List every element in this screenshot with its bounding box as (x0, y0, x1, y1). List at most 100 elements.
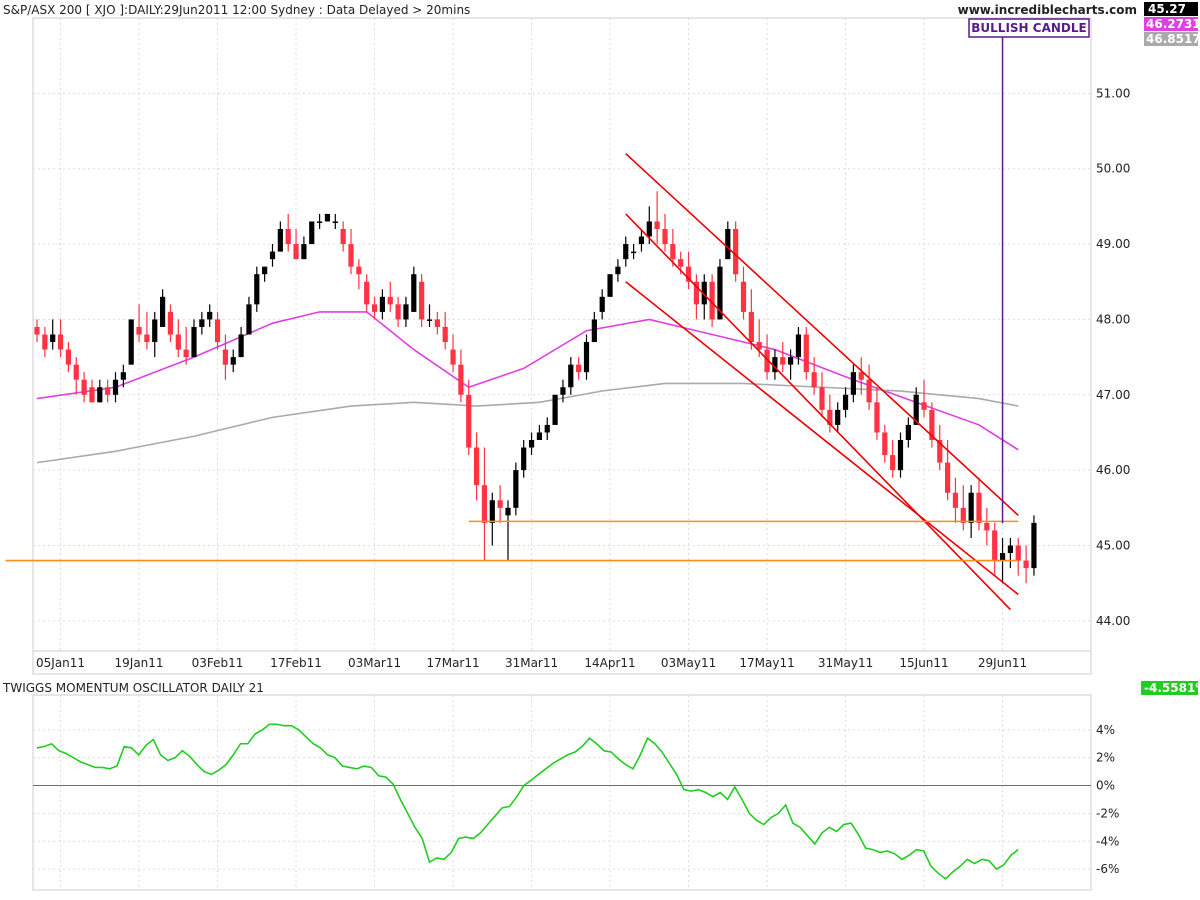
candle-body (685, 266, 692, 282)
candle (183, 326, 189, 365)
candle (230, 349, 236, 373)
candle-body (230, 357, 236, 365)
candle-body (191, 326, 197, 358)
candle (489, 492, 495, 546)
candle-body (835, 409, 841, 425)
candle-body (960, 507, 966, 523)
candle-body (591, 319, 597, 343)
date-tick-label: 29Jun11 (978, 656, 1027, 670)
site-label[interactable]: www.incrediblecharts.com (958, 3, 1137, 17)
candle (340, 221, 346, 252)
candle-body (301, 244, 307, 260)
candle (733, 221, 739, 282)
candle (740, 266, 747, 320)
candle-body (466, 394, 472, 448)
candle (144, 311, 150, 350)
candle-body (254, 274, 260, 305)
candle (897, 432, 904, 478)
candle-body (811, 372, 817, 388)
candle (1007, 537, 1013, 569)
candle-body (364, 281, 370, 305)
candle-body (269, 251, 276, 260)
candle-body (340, 229, 346, 245)
candle (693, 274, 699, 320)
oscillator-line (36, 723, 1019, 880)
oscillator-panel-frame (32, 694, 1092, 891)
ma-fast-value: 46.2731 (1146, 17, 1200, 31)
candle (175, 319, 181, 358)
candle (411, 266, 417, 312)
candle-body (50, 334, 56, 343)
candle-body (175, 334, 181, 350)
candle-body (607, 274, 613, 297)
candle (717, 259, 723, 320)
candle (246, 296, 252, 335)
candle-body (426, 319, 433, 321)
candle (379, 289, 385, 320)
candle-body (623, 244, 629, 260)
candle-body (866, 379, 872, 403)
ma-slow-badge (1144, 32, 1198, 46)
candle-body (387, 296, 393, 305)
candle (882, 424, 888, 463)
candle-body (371, 304, 378, 312)
candle-body (976, 492, 982, 523)
candle (1015, 537, 1021, 576)
candle-body (874, 402, 880, 433)
candle (780, 342, 786, 373)
candle (50, 319, 56, 350)
candle (34, 319, 40, 343)
candle-body (112, 379, 119, 395)
candle-body (136, 326, 142, 335)
candle (725, 221, 731, 260)
candle-body (167, 311, 174, 335)
candle-body (120, 372, 126, 380)
candle (57, 319, 64, 358)
candle-body (678, 259, 684, 267)
candle-body (1007, 545, 1013, 554)
candle-body (403, 304, 409, 320)
candle (992, 522, 998, 576)
chart-title: S&P/ASX 200 [ XJO ]:DAILY:29Jun2011 12:0… (3, 3, 470, 17)
candle-body (505, 507, 511, 516)
candle-body (937, 440, 943, 463)
candle-body (929, 409, 935, 440)
candle (811, 357, 817, 395)
candle (827, 394, 833, 433)
candles (34, 191, 1037, 584)
candle (772, 349, 778, 380)
oscillator-value-badge (1141, 681, 1198, 695)
last-price-value: 45.27 (1148, 2, 1186, 16)
channel-line (625, 281, 1019, 596)
candle (819, 372, 825, 418)
candle (835, 402, 841, 433)
candle (850, 364, 856, 403)
candle (167, 304, 174, 343)
date-tick-label: 17Mar11 (426, 656, 479, 670)
candle-body (764, 349, 770, 373)
candle-body (222, 349, 228, 365)
osc-tick-label: 0% (1096, 779, 1115, 793)
date-tick-label: 31Mar11 (505, 656, 558, 670)
candle (442, 311, 448, 350)
candle-body (701, 281, 707, 305)
candle-body (748, 311, 754, 343)
candle (576, 357, 582, 380)
candle-body (277, 229, 283, 252)
ma-slow-value: 46.8517 (1146, 32, 1200, 46)
candle-body (756, 342, 762, 350)
candle (356, 259, 362, 290)
candle (583, 334, 590, 380)
candle-body (293, 244, 299, 260)
candle (222, 334, 228, 380)
candle (160, 289, 166, 327)
price-tick-label: 44.00 (1096, 614, 1130, 628)
candle-body (513, 470, 519, 508)
ma-fast-badge (1144, 17, 1198, 31)
candle-body (992, 530, 998, 561)
candle (591, 311, 597, 343)
candle-body (434, 319, 440, 327)
candle (1023, 545, 1029, 584)
candle (262, 266, 268, 282)
